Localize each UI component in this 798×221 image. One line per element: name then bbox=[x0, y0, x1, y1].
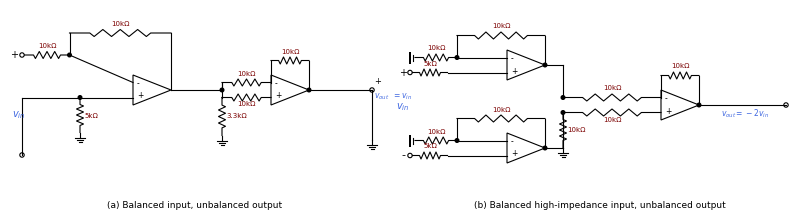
Text: 10kΩ: 10kΩ bbox=[492, 23, 510, 29]
Text: +: + bbox=[137, 91, 144, 101]
Circle shape bbox=[543, 146, 547, 150]
Text: +: + bbox=[10, 50, 18, 60]
Text: $v_{in}$: $v_{in}$ bbox=[396, 101, 409, 113]
Text: 5kΩ: 5kΩ bbox=[423, 61, 437, 67]
Text: 10kΩ: 10kΩ bbox=[602, 116, 622, 122]
Text: 5kΩ: 5kΩ bbox=[423, 143, 437, 149]
Text: +: + bbox=[511, 149, 517, 158]
Circle shape bbox=[543, 63, 547, 67]
Text: +: + bbox=[399, 67, 407, 78]
Circle shape bbox=[561, 111, 565, 114]
Text: 10kΩ: 10kΩ bbox=[111, 21, 129, 27]
Text: 10kΩ: 10kΩ bbox=[237, 101, 255, 107]
Text: 10kΩ: 10kΩ bbox=[492, 107, 510, 112]
Circle shape bbox=[307, 88, 310, 92]
Text: $v_{out} = -2v_{in}$: $v_{out} = -2v_{in}$ bbox=[721, 107, 769, 120]
Circle shape bbox=[561, 96, 565, 99]
Text: -: - bbox=[137, 80, 140, 88]
Text: 10kΩ: 10kΩ bbox=[602, 86, 622, 91]
Text: 10kΩ: 10kΩ bbox=[427, 46, 445, 51]
Text: +: + bbox=[374, 78, 381, 86]
Text: 5kΩ: 5kΩ bbox=[84, 112, 98, 118]
Text: -: - bbox=[401, 151, 405, 160]
Text: +: + bbox=[511, 67, 517, 76]
Text: (b) Balanced high-impedance input, unbalanced output: (b) Balanced high-impedance input, unbal… bbox=[474, 201, 726, 210]
Circle shape bbox=[697, 103, 701, 107]
Text: -: - bbox=[275, 80, 278, 88]
Text: 10kΩ: 10kΩ bbox=[38, 43, 56, 49]
Text: 10kΩ: 10kΩ bbox=[281, 48, 299, 55]
Text: -: - bbox=[511, 137, 514, 147]
Circle shape bbox=[455, 139, 459, 142]
Text: $v_{in}$: $v_{in}$ bbox=[12, 109, 26, 121]
Text: +: + bbox=[275, 91, 282, 101]
Text: -: - bbox=[665, 95, 668, 103]
Circle shape bbox=[68, 53, 71, 57]
Text: -: - bbox=[511, 55, 514, 63]
Text: 3.3kΩ: 3.3kΩ bbox=[226, 114, 247, 120]
Text: $= v_{in}$: $= v_{in}$ bbox=[392, 92, 413, 103]
Text: 10kΩ: 10kΩ bbox=[567, 128, 586, 133]
Text: 10kΩ: 10kΩ bbox=[237, 70, 255, 76]
Circle shape bbox=[78, 96, 82, 99]
Text: 10kΩ: 10kΩ bbox=[427, 128, 445, 135]
Text: 10kΩ: 10kΩ bbox=[671, 63, 689, 69]
Circle shape bbox=[220, 88, 223, 92]
Circle shape bbox=[455, 56, 459, 59]
Text: +: + bbox=[665, 107, 671, 116]
Text: $v_{out}$: $v_{out}$ bbox=[374, 92, 389, 103]
Text: (a) Balanced input, unbalanced output: (a) Balanced input, unbalanced output bbox=[108, 201, 282, 210]
